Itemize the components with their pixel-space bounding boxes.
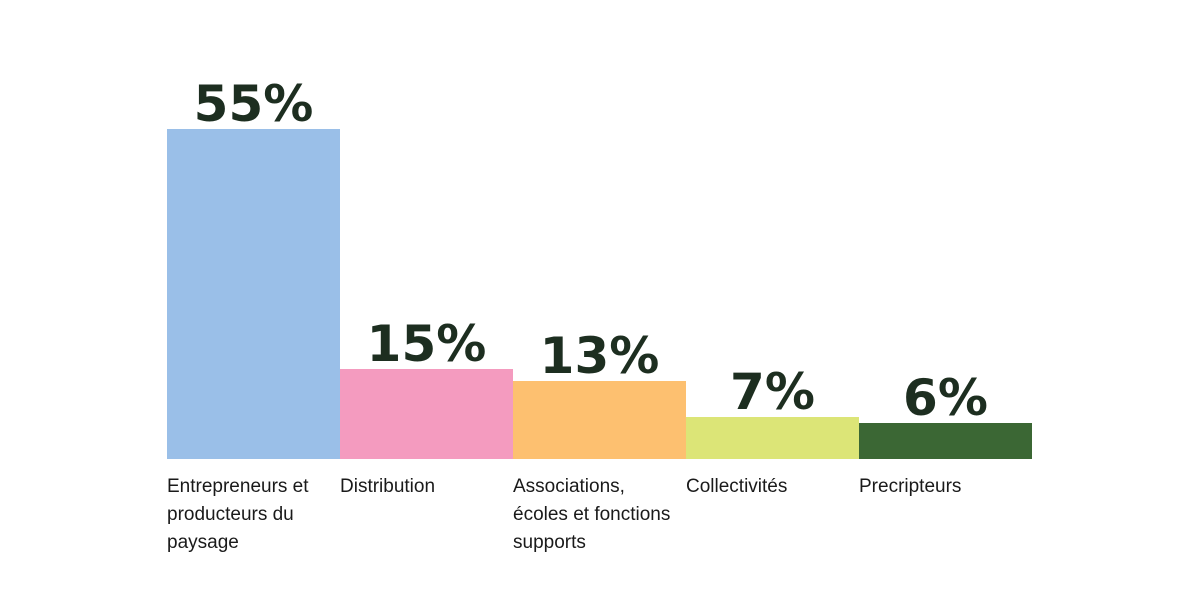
bar-collectivites [686,417,859,459]
category-label-line: paysage [167,532,239,553]
value-label-precripteurs: 6% [903,369,988,427]
bars-group [167,129,1032,459]
value-label-entrepreneurs-et-producteurs-du-paysage: 55% [194,75,314,133]
category-label-line: Precripteurs [859,476,961,497]
category-label-collectivites: Collectivités [686,476,787,497]
category-label-line: écoles et fonctions [513,504,670,525]
category-label-line: supports [513,532,586,553]
category-label-associations-ecoles-et-fonctions-supports: Associations, écoles et fonctions supports [513,476,670,553]
category-label-entrepreneurs-et-producteurs-du-paysage: Entrepreneurs et producteurs du paysage [167,476,309,553]
bar-associations-ecoles-et-fonctions-supports [513,381,686,459]
category-label-line: Associations, [513,476,625,497]
value-label-distribution: 15% [367,315,487,373]
bar-precripteurs [859,423,1032,459]
bar-distribution [340,369,513,459]
value-label-associations-ecoles-et-fonctions-supports: 13% [540,327,660,385]
value-labels-group: 55% 15% 13% 7% 6% [194,75,988,427]
category-label-distribution: Distribution [340,476,435,497]
bar-entrepreneurs-et-producteurs-du-paysage [167,129,340,459]
category-label-line: Distribution [340,476,435,497]
value-label-collectivites: 7% [730,363,815,421]
category-labels-group: Entrepreneurs et producteurs du paysage Dis… [167,476,961,553]
category-label-line: producteurs du [167,504,294,525]
category-label-line: Collectivités [686,476,787,497]
category-label-line: Entrepreneurs et [167,476,309,497]
category-label-precripteurs: Precripteurs [859,476,961,497]
